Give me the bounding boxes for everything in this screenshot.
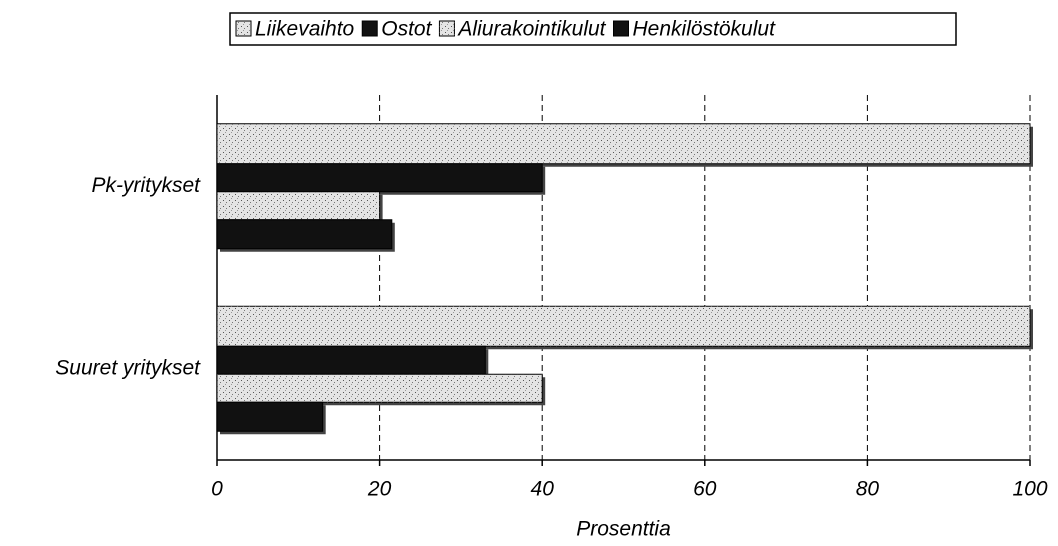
- y-tick-label: Pk-yritykset: [91, 174, 201, 197]
- legend-swatch: [361, 20, 378, 37]
- x-tick-label: 0: [211, 478, 223, 501]
- legend-label: Aliurakointikulut: [456, 18, 606, 41]
- legend-box: [229, 12, 957, 46]
- bar-texture: [217, 374, 543, 403]
- legend-label: Ostot: [381, 18, 432, 41]
- x-tick-label: 40: [531, 478, 555, 501]
- bar-texture: [217, 306, 1030, 347]
- x-tick-label: 80: [856, 478, 880, 501]
- legend-swatch: [613, 20, 629, 37]
- x-axis-title: Prosenttia: [576, 518, 671, 541]
- bar: [216, 163, 543, 193]
- x-tick-label: 100: [1012, 478, 1047, 501]
- x-tick-label: 20: [367, 478, 392, 501]
- bar-texture: [217, 191, 380, 220]
- legend-texture: [439, 21, 455, 36]
- y-tick-label: Suuret yritykset: [55, 356, 201, 379]
- legend-texture: [236, 21, 251, 36]
- legend-label: Henkilöstökulut: [633, 18, 777, 41]
- bar: [216, 219, 393, 250]
- x-tick-label: 60: [693, 478, 717, 501]
- bar: [216, 401, 324, 432]
- legend-label: Liikevaihto: [255, 18, 355, 41]
- bar: [216, 345, 486, 375]
- bar-texture: [217, 123, 1030, 164]
